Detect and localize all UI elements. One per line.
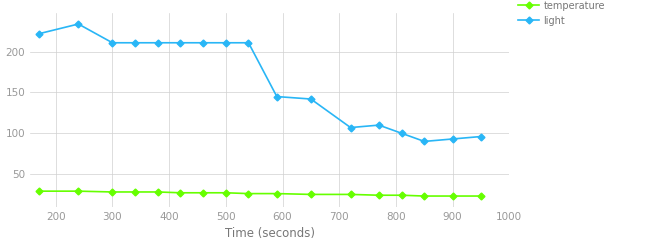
temperature <box>375 194 383 197</box>
light <box>222 41 230 44</box>
light <box>273 95 281 98</box>
Line: temperature: temperature <box>37 189 483 199</box>
light <box>199 41 207 44</box>
light <box>245 41 253 44</box>
light <box>131 41 139 44</box>
temperature <box>421 195 428 198</box>
light <box>74 22 82 25</box>
temperature <box>449 195 456 198</box>
temperature <box>273 192 281 195</box>
light <box>477 135 485 138</box>
temperature <box>307 193 315 196</box>
temperature <box>199 191 207 194</box>
Line: light: light <box>37 22 483 144</box>
temperature <box>131 191 139 194</box>
temperature <box>74 190 82 193</box>
light <box>154 41 162 44</box>
light <box>307 98 315 101</box>
Legend: temperature, light: temperature, light <box>514 0 609 30</box>
temperature <box>176 191 184 194</box>
light <box>108 41 116 44</box>
temperature <box>222 191 230 194</box>
light <box>35 32 42 35</box>
temperature <box>35 190 42 193</box>
temperature <box>154 191 162 194</box>
temperature <box>398 194 406 197</box>
temperature <box>245 192 253 195</box>
light <box>176 41 184 44</box>
temperature <box>347 193 355 196</box>
light <box>347 126 355 129</box>
light <box>421 140 428 143</box>
X-axis label: Time (seconds): Time (seconds) <box>225 227 315 240</box>
temperature <box>477 195 485 198</box>
temperature <box>108 191 116 194</box>
light <box>375 123 383 127</box>
light <box>398 132 406 135</box>
light <box>449 137 456 140</box>
